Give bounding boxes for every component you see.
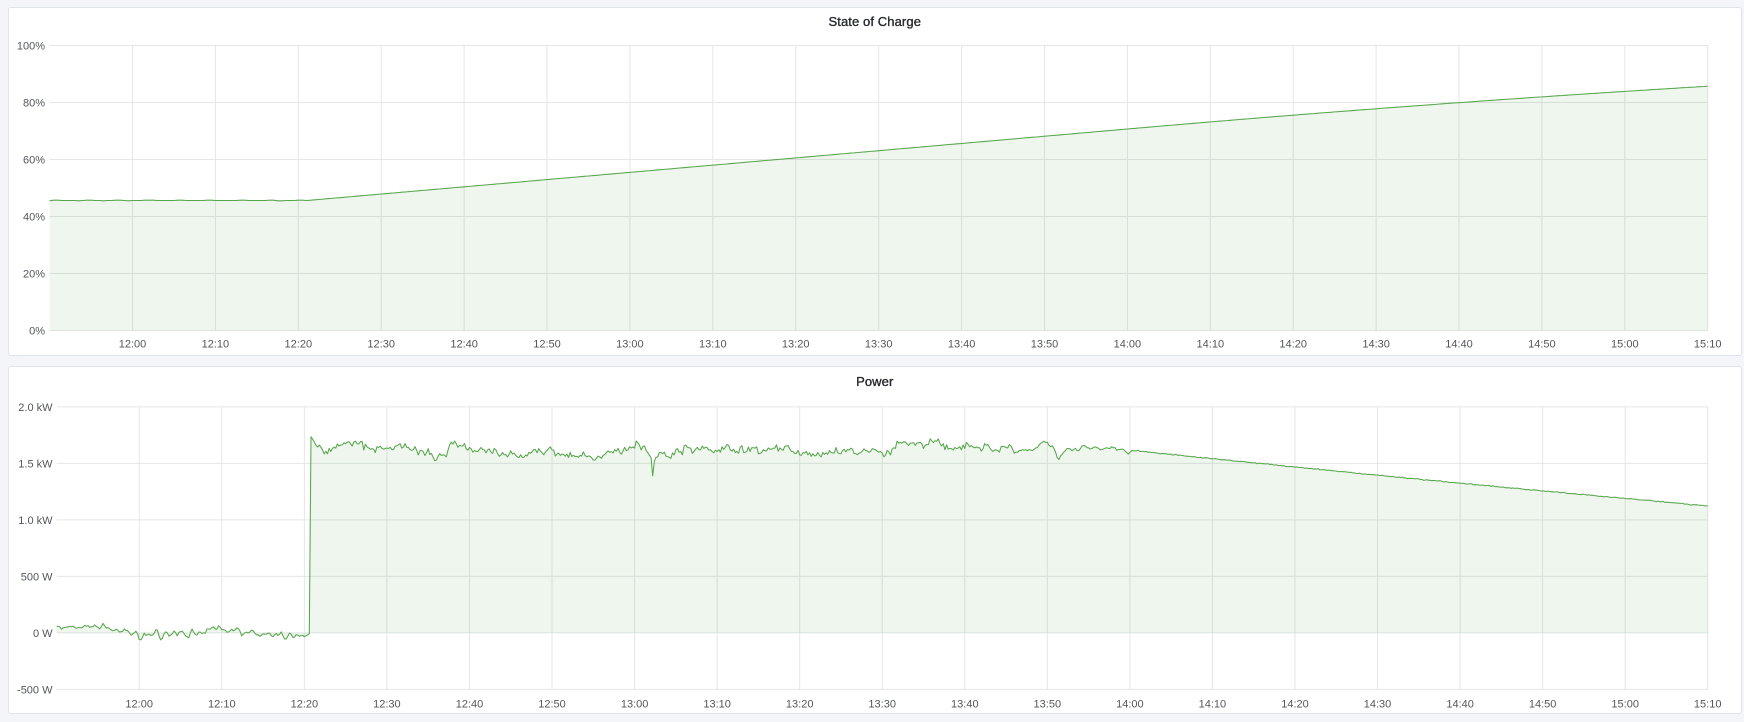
svg-text:14:10: 14:10 xyxy=(1197,339,1225,351)
svg-text:13:10: 13:10 xyxy=(703,699,731,711)
svg-text:12:00: 12:00 xyxy=(125,699,153,711)
svg-text:12:40: 12:40 xyxy=(456,699,484,711)
svg-text:13:50: 13:50 xyxy=(1034,699,1062,711)
svg-text:13:20: 13:20 xyxy=(782,339,810,351)
svg-text:12:40: 12:40 xyxy=(450,339,478,351)
svg-text:13:10: 13:10 xyxy=(699,339,727,351)
svg-text:0%: 0% xyxy=(29,326,45,338)
svg-text:14:00: 14:00 xyxy=(1116,699,1144,711)
svg-text:13:30: 13:30 xyxy=(865,339,893,351)
svg-text:14:30: 14:30 xyxy=(1362,339,1390,351)
svg-text:40%: 40% xyxy=(23,212,45,224)
svg-text:500 W: 500 W xyxy=(21,571,53,583)
svg-text:14:50: 14:50 xyxy=(1529,699,1557,711)
svg-text:12:20: 12:20 xyxy=(285,339,313,351)
svg-text:12:50: 12:50 xyxy=(533,339,561,351)
svg-text:14:30: 14:30 xyxy=(1364,699,1392,711)
svg-text:14:20: 14:20 xyxy=(1281,699,1309,711)
svg-text:12:00: 12:00 xyxy=(119,339,147,351)
svg-text:15:10: 15:10 xyxy=(1694,339,1722,351)
svg-text:12:50: 12:50 xyxy=(538,699,566,711)
svg-text:100%: 100% xyxy=(17,41,45,53)
svg-text:20%: 20% xyxy=(23,269,45,281)
svg-text:12:10: 12:10 xyxy=(202,339,230,351)
svg-text:13:40: 13:40 xyxy=(948,339,976,351)
svg-text:14:10: 14:10 xyxy=(1199,699,1227,711)
svg-text:15:00: 15:00 xyxy=(1611,339,1639,351)
svg-text:12:30: 12:30 xyxy=(367,339,395,351)
svg-text:-500 W: -500 W xyxy=(17,684,53,696)
svg-text:14:20: 14:20 xyxy=(1279,339,1307,351)
svg-text:13:40: 13:40 xyxy=(951,699,979,711)
svg-text:14:00: 14:00 xyxy=(1114,339,1142,351)
svg-text:12:30: 12:30 xyxy=(373,699,401,711)
svg-text:80%: 80% xyxy=(23,98,45,110)
svg-text:12:10: 12:10 xyxy=(208,699,236,711)
svg-text:2.0 kW: 2.0 kW xyxy=(18,402,53,414)
svg-text:60%: 60% xyxy=(23,155,45,167)
svg-text:13:00: 13:00 xyxy=(616,339,644,351)
svg-text:1.5 kW: 1.5 kW xyxy=(18,458,53,470)
svg-text:15:10: 15:10 xyxy=(1694,699,1722,711)
svg-text:1.0 kW: 1.0 kW xyxy=(18,515,53,527)
svg-text:13:50: 13:50 xyxy=(1031,339,1059,351)
svg-text:13:00: 13:00 xyxy=(621,699,649,711)
svg-text:14:40: 14:40 xyxy=(1445,339,1473,351)
svg-text:14:50: 14:50 xyxy=(1528,339,1556,351)
svg-text:13:20: 13:20 xyxy=(786,699,814,711)
svg-text:13:30: 13:30 xyxy=(868,699,896,711)
svg-text:15:00: 15:00 xyxy=(1611,699,1639,711)
svg-text:14:40: 14:40 xyxy=(1446,699,1474,711)
svg-text:0 W: 0 W xyxy=(33,628,53,640)
svg-text:12:20: 12:20 xyxy=(291,699,319,711)
